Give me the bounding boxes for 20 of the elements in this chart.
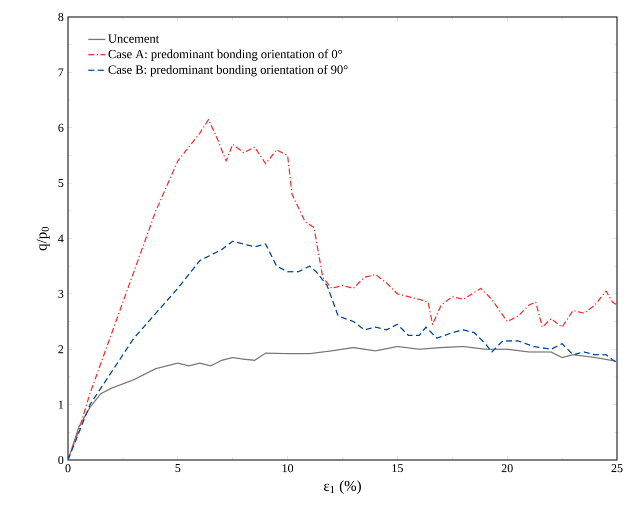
x-tick-label: 0 <box>65 464 71 472</box>
y-tick-label: 0 <box>58 456 64 464</box>
y-tick-label: 3 <box>58 290 64 298</box>
y-tick-label: 8 <box>58 12 64 22</box>
x-tick-label: 25 <box>612 464 623 472</box>
legend-label: Case A: predominant bonding orientation of 0° <box>108 49 342 61</box>
y-tick-label: 6 <box>58 124 64 132</box>
legend-label: Case B: predominant bonding orientation of 90° <box>108 64 348 76</box>
y-tick-label: 1 <box>58 400 64 409</box>
x-tick-label: 5 <box>176 464 180 472</box>
x-tick-label: 10 <box>282 464 294 472</box>
y-axis-title: q/p$_{0}$ <box>36 226 50 250</box>
x-axis-title: ε$_{1}$ (%) <box>324 480 361 494</box>
y-tick-label: 2 <box>58 345 64 354</box>
x-tick-label: 20 <box>502 464 513 472</box>
legend-label: Uncement <box>108 34 160 43</box>
y-tick-label: 7 <box>58 68 64 76</box>
y-tick-label: 4 <box>58 234 64 242</box>
y-tick-label: 5 <box>58 179 64 188</box>
x-tick-label: 15 <box>392 464 403 472</box>
